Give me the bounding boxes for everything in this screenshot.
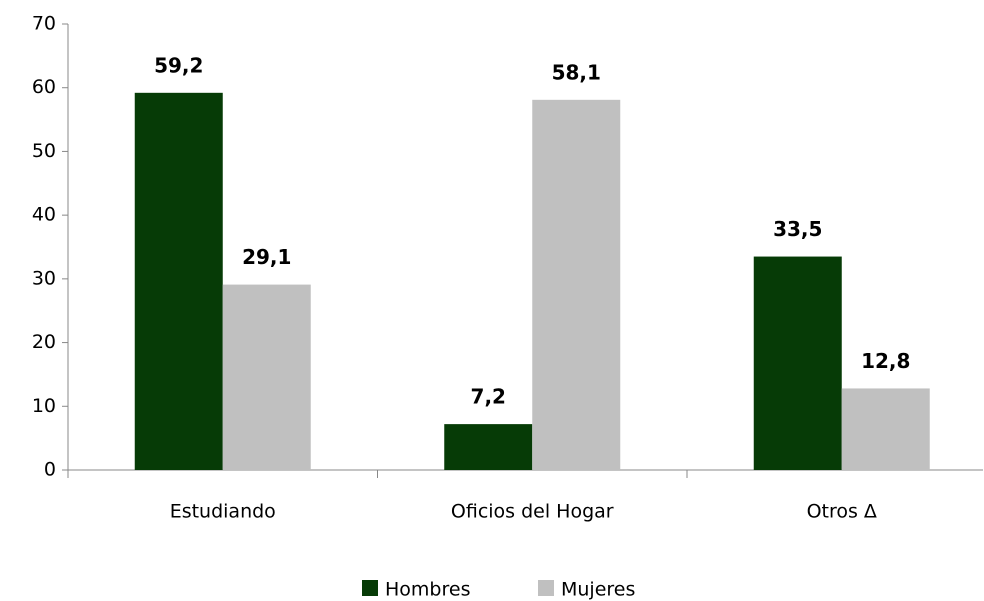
- value-label: 12,8: [861, 349, 910, 373]
- bar: [444, 424, 533, 470]
- y-tick-label: 50: [32, 140, 56, 162]
- legend-swatch: [362, 580, 378, 596]
- value-label: 33,5: [773, 217, 822, 241]
- y-tick-label: 20: [32, 331, 56, 353]
- y-tick-label: 70: [32, 13, 56, 35]
- bar: [841, 388, 930, 470]
- bar: [134, 92, 223, 470]
- y-tick-label: 10: [32, 395, 56, 417]
- bar: [753, 256, 842, 470]
- x-tick-label: Estudiando: [170, 501, 276, 523]
- value-label: 58,1: [552, 60, 601, 84]
- bar: [532, 99, 621, 470]
- value-label: 59,2: [154, 53, 203, 77]
- y-tick-label: 0: [44, 459, 56, 481]
- x-tick-label: Otros Δ: [807, 501, 877, 523]
- bar: [222, 284, 311, 470]
- y-tick-label: 60: [32, 76, 56, 98]
- value-label: 7,2: [471, 385, 506, 409]
- legend-swatch: [538, 580, 554, 596]
- legend-label: Hombres: [385, 579, 470, 601]
- legend-label: Mujeres: [561, 579, 635, 601]
- x-tick-label: Oficios del Hogar: [451, 501, 614, 523]
- y-tick-label: 30: [32, 267, 56, 289]
- y-tick-label: 40: [32, 204, 56, 226]
- value-label: 29,1: [242, 245, 291, 269]
